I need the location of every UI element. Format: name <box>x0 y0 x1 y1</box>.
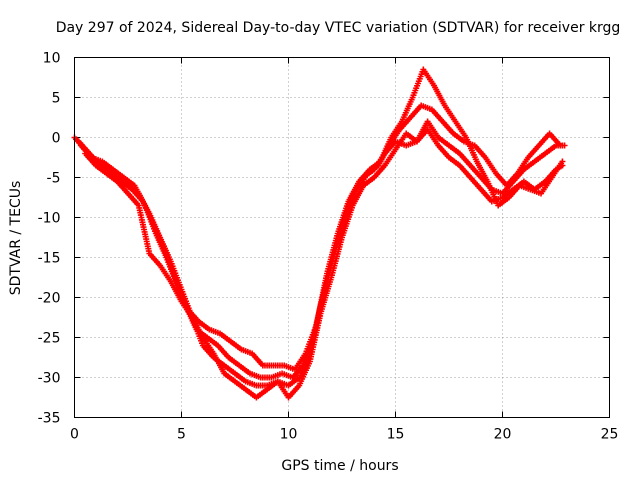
data-point <box>557 142 564 149</box>
series-track-4 <box>82 126 566 401</box>
data-point <box>559 162 566 169</box>
y-tick-label: 0 <box>52 131 61 147</box>
y-tick-label: -35 <box>38 411 61 427</box>
x-tick-label: 10 <box>280 427 298 443</box>
x-axis-label: GPS time / hours <box>281 458 398 474</box>
y-axis-label: SDTVAR / TECUs <box>8 181 24 296</box>
y-tick-label: -15 <box>38 251 61 267</box>
data-markers <box>71 66 568 401</box>
grid-lines <box>74 57 610 418</box>
series-track-3 <box>77 66 566 373</box>
x-tick-label: 5 <box>177 427 186 443</box>
y-tick-labels: -35 -30 -25 -20 -15 -10 -5 0 5 10 <box>38 51 61 427</box>
y-tick-label: -20 <box>38 291 61 307</box>
y-tick-label: 10 <box>43 51 61 67</box>
y-tick-label: -5 <box>47 171 61 187</box>
y-tick-label: 5 <box>52 91 61 107</box>
plot-frame <box>74 57 610 418</box>
x-tick-label: 15 <box>387 427 405 443</box>
x-tick-label: 0 <box>70 427 79 443</box>
x-tick-label: 25 <box>601 427 619 443</box>
chart-title: Day 297 of 2024, Sidereal Day-to-day VTE… <box>56 20 621 36</box>
y-tick-label: -10 <box>38 211 61 227</box>
x-tick-label: 20 <box>494 427 512 443</box>
y-tick-label: -25 <box>38 331 61 347</box>
series-track-1 <box>71 118 568 389</box>
x-tick-labels: 0 5 10 15 20 25 <box>70 427 618 443</box>
y-tick-label: -30 <box>38 371 61 387</box>
